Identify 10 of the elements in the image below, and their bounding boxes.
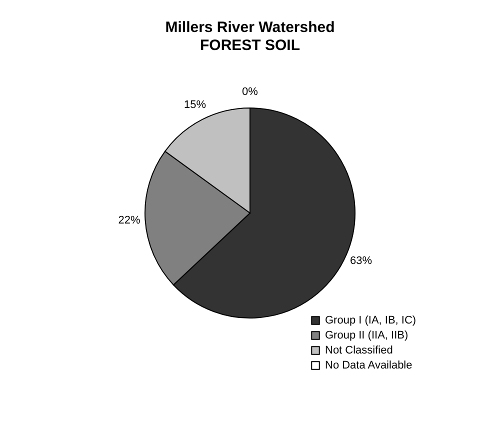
legend-label: No Data Available — [325, 360, 412, 372]
legend-label: Group II (IIA, IIB) — [325, 330, 408, 342]
data-label: 22% — [118, 214, 140, 227]
data-label: 15% — [184, 99, 206, 112]
legend-label: Group I (IA, IB, IC) — [325, 314, 416, 326]
chart-subtitle: FOREST SOIL — [200, 37, 300, 54]
chart-title: Millers River Watershed — [165, 19, 335, 36]
text: 0% — [242, 86, 258, 98]
data-label: 63% — [350, 255, 372, 268]
legend-label: Not Classified — [325, 344, 393, 356]
